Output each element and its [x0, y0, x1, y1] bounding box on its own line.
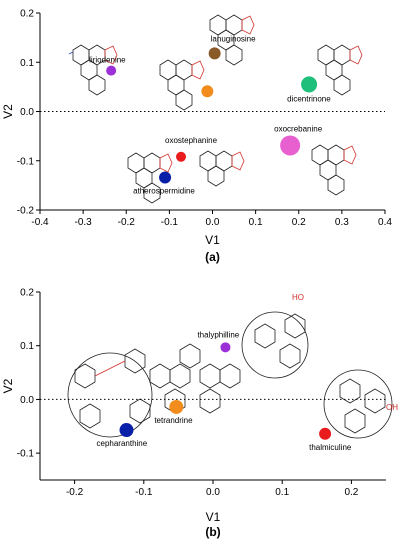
structure-lanuginosine	[209, 14, 255, 66]
data-point	[280, 135, 301, 156]
molecule-structures-b: HO OH	[67, 293, 398, 439]
hydroxyl-label-b1: HO	[292, 293, 304, 302]
x-tick-label: 0.3	[335, 217, 349, 228]
point-label: atherospermidine	[133, 186, 195, 195]
panel-caption: (b)	[205, 525, 220, 539]
structure-cepharanthine	[67, 348, 153, 438]
structure-tetrandrine	[149, 343, 241, 414]
structure-center-a	[159, 59, 205, 111]
x-tick-label: -0.2	[118, 217, 136, 228]
y-tick-label: 0.2	[20, 288, 34, 299]
point-label: cepharanthine	[97, 439, 148, 448]
data-point	[201, 85, 214, 98]
y-tick-label: -0.2	[17, 206, 35, 217]
point-label: lanuginosine	[211, 34, 256, 43]
y-tick-label: -0.1	[17, 156, 35, 167]
point-label: oxostephanine	[165, 136, 218, 145]
point-label: thalyphilline	[197, 330, 239, 339]
structure-liriodenine	[68, 44, 118, 96]
x-tick-label: 0.0	[206, 487, 220, 498]
x-tick-label: 0.4	[378, 217, 392, 228]
y-tick-label: 0.0	[20, 395, 34, 406]
data-point	[119, 423, 134, 438]
panel-b: -0.2 -0.1 0.0 0.1 0.2 0.2 0.1 0.0 -0.1 V1 V2 (b) tha…	[1, 288, 386, 539]
data-point	[301, 76, 318, 93]
panel-a: -0.4 -0.3 -0.2 -0.1 0.0 0.1 0.2 0.3 0.4 0.2 0.1 0.0…	[1, 9, 392, 265]
panel-caption: (a)	[205, 250, 220, 264]
y-tick-label: -0.1	[17, 449, 35, 460]
point-label: dicentrinone	[287, 94, 331, 103]
data-point	[176, 151, 187, 162]
structure-oxocrebanine	[311, 144, 357, 196]
hydroxyl-label-b2: OH	[386, 403, 398, 412]
y-axis-label: V2	[1, 104, 15, 119]
x-tick-label: 0.0	[206, 217, 220, 228]
x-tick-label: 0.2	[292, 217, 306, 228]
x-axis-label: V1	[206, 510, 221, 524]
x-tick-label: 0.1	[249, 217, 263, 228]
data-point	[169, 399, 184, 414]
structure-dicentrinone	[317, 44, 363, 96]
y-tick-label: 0.0	[20, 107, 34, 118]
x-tick-label: -0.1	[161, 217, 179, 228]
y-tick-label: 0.2	[20, 9, 34, 20]
data-point	[159, 171, 172, 184]
x-axis-label: V1	[205, 233, 220, 247]
x-tick-label: -0.3	[75, 217, 93, 228]
x-tick-label: 0.1	[275, 487, 289, 498]
point-label: thalmiculine	[309, 443, 352, 452]
x-tick-label: -0.4	[31, 217, 49, 228]
structure-thalyphilline	[241, 311, 309, 379]
y-axis-label: V2	[1, 378, 15, 393]
x-tick-label: -0.2	[66, 487, 84, 498]
data-point	[319, 427, 332, 440]
data-point	[106, 65, 117, 76]
y-tick-label: 0.1	[20, 341, 34, 352]
data-point	[220, 342, 231, 353]
point-label: oxocrebanine	[274, 124, 323, 133]
x-tick-label: 0.2	[344, 487, 358, 498]
structure-atherospermidine	[127, 152, 173, 204]
x-tick-label: -0.1	[135, 487, 153, 498]
y-tick-label: 0.1	[20, 58, 34, 69]
structure-thalmiculine	[323, 369, 393, 439]
structure-oxostephanine	[199, 150, 245, 187]
data-point	[208, 47, 221, 60]
molecule-structures-a	[68, 14, 363, 204]
point-label: tetrandrine	[154, 416, 193, 425]
point-label: liriodenine	[89, 56, 126, 65]
